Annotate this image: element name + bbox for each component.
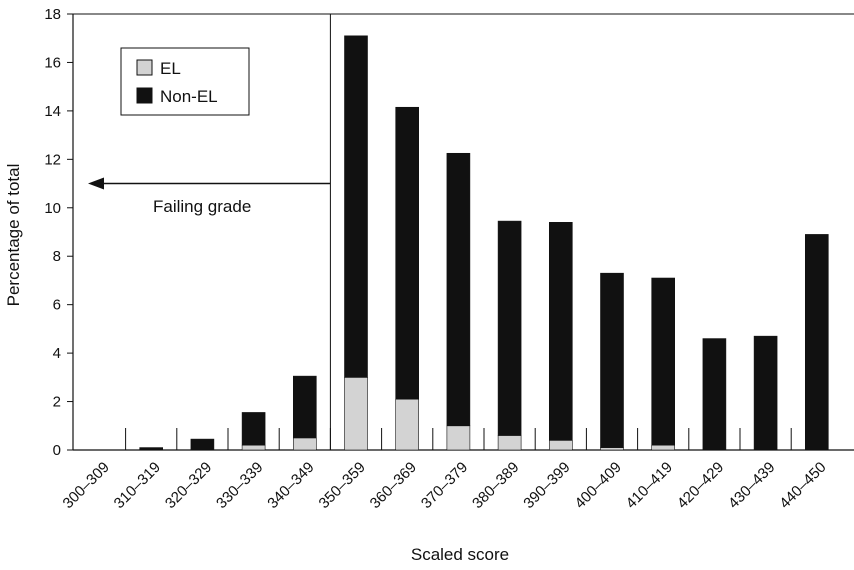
x-tick-label: 330–339 <box>213 459 266 512</box>
bar-non-el <box>497 220 522 436</box>
legend: EL Non-EL <box>120 47 250 116</box>
legend-swatch-el <box>136 59 153 76</box>
bar-non-el <box>651 277 676 446</box>
bar-non-el <box>600 272 624 448</box>
bar-el <box>497 435 522 451</box>
x-tick-label: 390–399 <box>520 459 573 512</box>
y-tick-label: 4 <box>53 345 61 362</box>
y-ticks: 0 2 4 6 8 10 12 14 16 18 <box>44 6 73 459</box>
failing-grade-annotation: Failing grade <box>88 14 331 450</box>
x-tick-label: 410–419 <box>623 459 676 512</box>
x-tick-label: 440–450 <box>776 459 829 512</box>
y-tick-label: 12 <box>44 151 61 168</box>
x-tick-label: 370–379 <box>418 459 471 512</box>
x-tick-label: 320–329 <box>162 459 215 512</box>
x-tick-label: 360–369 <box>367 459 420 512</box>
bar-non-el <box>548 222 573 441</box>
legend-box <box>120 47 250 116</box>
bar-non-el <box>753 335 778 451</box>
y-tick-label: 16 <box>44 54 61 71</box>
legend-label-el: EL <box>160 59 181 78</box>
arrow-left-icon <box>88 177 104 190</box>
bar-el <box>292 437 317 451</box>
y-tick-label: 6 <box>53 297 61 314</box>
bar-el <box>395 398 420 451</box>
y-tick-label: 2 <box>53 394 61 411</box>
bar-non-el <box>190 438 215 451</box>
x-tick-label: 350–359 <box>316 459 369 512</box>
x-axis-label: Scaled score <box>411 545 509 564</box>
x-tick-label: 380–389 <box>469 459 522 512</box>
bar-el <box>651 444 676 451</box>
x-tick-label: 420–429 <box>674 459 727 512</box>
bar-el <box>600 447 624 451</box>
x-tick-label: 340–349 <box>264 459 317 512</box>
y-tick-label: 14 <box>44 103 61 120</box>
bar-el <box>241 444 266 451</box>
bar-non-el <box>446 152 471 427</box>
failing-grade-label: Failing grade <box>153 197 251 216</box>
bar-non-el <box>804 234 829 451</box>
bar-non-el <box>241 412 266 446</box>
bar-non-el <box>139 447 163 451</box>
x-tick-label: 310–319 <box>111 459 164 512</box>
bar-non-el <box>395 106 420 400</box>
y-tick-label: 10 <box>44 200 61 217</box>
bar-el <box>344 377 368 451</box>
x-tick-label: 300–309 <box>60 459 113 512</box>
x-tick-label: 430–439 <box>725 459 778 512</box>
bar-non-el <box>344 35 368 378</box>
y-tick-label: 8 <box>53 248 61 265</box>
bar-el <box>446 425 471 451</box>
x-tick-label: 400–409 <box>572 459 625 512</box>
bar-el <box>548 440 573 451</box>
bar-non-el <box>702 338 727 451</box>
legend-swatch-non-el <box>136 87 153 104</box>
bars <box>139 35 829 451</box>
y-axis-label: Percentage of total <box>4 164 23 307</box>
y-tick-label: 18 <box>44 6 61 23</box>
bar-non-el <box>292 375 317 439</box>
legend-label-non-el: Non-EL <box>160 87 218 106</box>
y-tick-label: 0 <box>53 442 61 459</box>
